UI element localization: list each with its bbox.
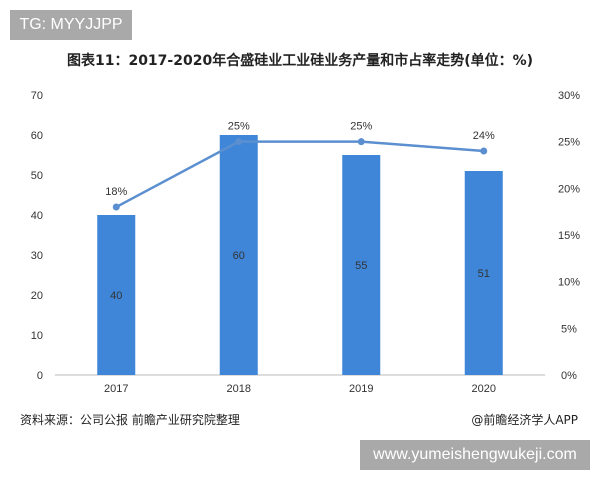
- chart-title: 图表11：2017-2020年合盛硅业工业硅业务产量和市占率走势(单位：%): [66, 53, 534, 69]
- bar-label: 55: [355, 260, 367, 272]
- left-axis-tick: 10: [31, 330, 43, 342]
- url-watermark: www.yumeishengwukeji.com: [360, 440, 590, 470]
- bar-label: 60: [233, 250, 245, 262]
- share-point-2019: [357, 138, 365, 146]
- right-axis-tick: 30%: [558, 90, 580, 102]
- left-axis-tick: 50: [31, 170, 43, 182]
- right-axis-tick: 10%: [558, 277, 580, 289]
- left-axis-tick: 0: [37, 370, 43, 382]
- right-axis-tick: 0%: [561, 370, 577, 382]
- share-label: 25%: [228, 121, 250, 133]
- right-axis-tick: 20%: [558, 183, 580, 195]
- bar-2017: [97, 215, 136, 375]
- credit: @前瞻经济学人APP: [471, 413, 578, 427]
- left-axis-tick: 30: [31, 250, 43, 262]
- bar-2019: [342, 155, 381, 375]
- share-label: 18%: [105, 186, 127, 198]
- x-axis-tick: 2020: [472, 383, 496, 395]
- share-label: 25%: [350, 121, 372, 133]
- chart: 0 10 20 30 40 50 60 70 0% 5% 10% 15% 20% 25% 30% 2017 40…: [31, 90, 580, 395]
- x-axis-tick: 2018: [227, 383, 251, 395]
- right-axis-tick: 5%: [561, 323, 577, 335]
- share-point-2020: [480, 147, 488, 155]
- share-point-2018: [235, 138, 243, 146]
- bar-2020: [464, 171, 503, 375]
- bar-label: 51: [478, 268, 490, 280]
- share-line: [115, 140, 484, 209]
- x-axis-tick: 2019: [349, 383, 373, 395]
- left-axis-tick: 70: [31, 90, 43, 102]
- left-axis-tick: 40: [31, 210, 43, 222]
- x-axis-tick: 2017: [104, 383, 128, 395]
- right-axis-tick: 15%: [558, 230, 580, 242]
- watermark-tag: TG: MYYJJPP: [10, 10, 132, 40]
- share-label: 24%: [473, 130, 495, 142]
- bar-2018: [219, 135, 258, 375]
- right-axis-tick: 25%: [558, 137, 580, 149]
- left-axis-tick: 60: [31, 130, 43, 142]
- bar-label: 40: [110, 290, 122, 302]
- source-note: 资料来源：公司公报 前瞻产业研究院整理: [20, 413, 240, 427]
- left-axis-tick: 20: [31, 290, 43, 302]
- share-point-2017: [112, 203, 120, 211]
